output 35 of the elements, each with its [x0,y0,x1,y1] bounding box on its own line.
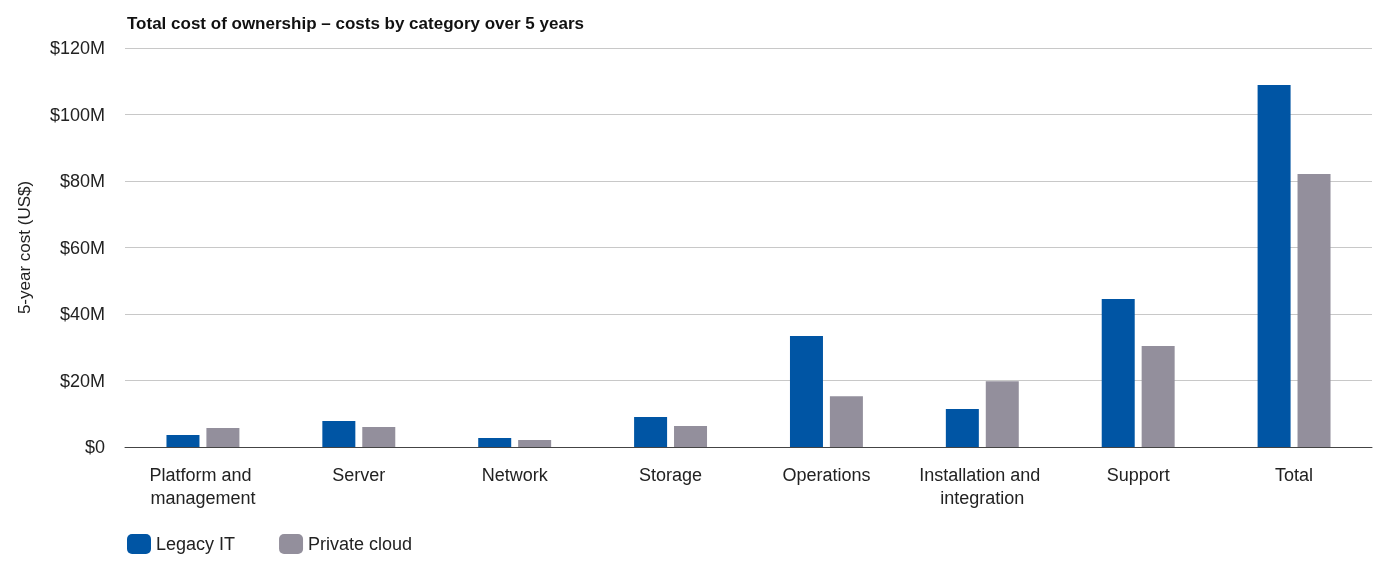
bar [789,335,823,447]
x-tick-label: Operations [782,464,871,485]
x-tick-label: Platform and management [149,464,257,508]
y-tick-label: $60M [59,237,105,258]
y-tick-label: $100M [49,104,105,125]
y-tick-label: $0 [84,437,105,457]
bar [1141,345,1175,447]
y-tick-label: $120M [49,38,105,58]
bar [1101,299,1135,447]
bar [166,435,200,447]
bar [829,396,863,447]
bar [362,427,396,447]
bar [674,426,708,447]
bar [1297,174,1331,447]
x-tick-label: Server [332,464,386,485]
legend-label: Legacy IT [156,534,236,554]
chart-title: Total cost of ownership – costs by category over 5 years [127,14,584,33]
y-tick-label: $20M [59,370,105,391]
bar [322,421,356,447]
y-tick-label: $80M [59,171,105,191]
x-tick-label: Storage [639,464,703,485]
bar [1257,84,1291,447]
bar [518,440,552,447]
bar [206,428,240,447]
bar [478,438,512,447]
y-tick-label: $40M [59,304,105,324]
bar [634,417,668,447]
x-tick-label: Installation and integration [919,464,1046,508]
bar [985,381,1019,447]
bar [945,409,979,447]
x-tick-label: Network [481,464,549,485]
legend-label: Private cloud [308,534,413,554]
x-tick-label: Total [1275,464,1314,485]
x-tick-label: Support [1106,464,1170,485]
y-axis-title: 5-year cost (US$) [15,180,34,315]
